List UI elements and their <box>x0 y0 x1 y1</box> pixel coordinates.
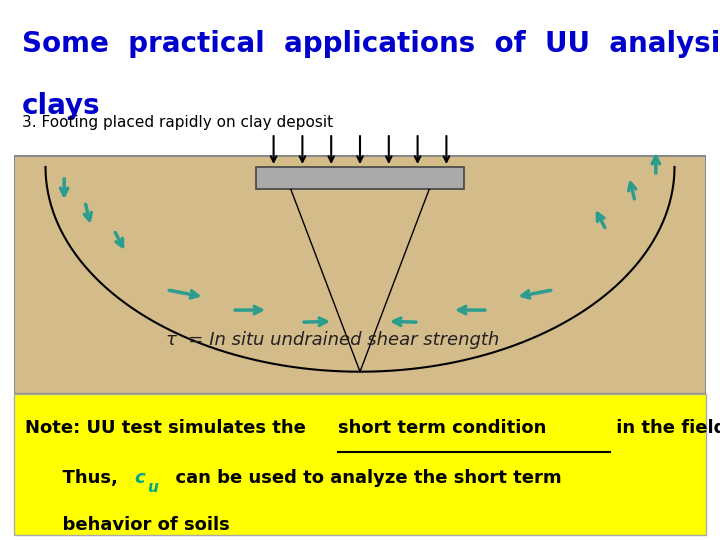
Text: can be used to analyze the short term: can be used to analyze the short term <box>163 469 562 487</box>
Bar <box>256 167 464 190</box>
Text: in the field.: in the field. <box>611 420 720 437</box>
Text: Some  practical  applications  of  UU  analysis  for: Some practical applications of UU analys… <box>22 30 720 58</box>
Text: Thus,: Thus, <box>24 469 130 487</box>
Text: clays: clays <box>22 92 100 120</box>
Text: c: c <box>135 469 145 487</box>
Text: 3. Footing placed rapidly on clay deposit: 3. Footing placed rapidly on clay deposi… <box>22 114 333 130</box>
Text: u: u <box>147 480 158 495</box>
Text: Note: UU test simulates the: Note: UU test simulates the <box>24 420 312 437</box>
Text: τ  = In situ undrained shear strength: τ = In situ undrained shear strength <box>166 330 500 349</box>
Text: behavior of soils: behavior of soils <box>24 516 230 535</box>
Bar <box>14 156 706 394</box>
Text: short term condition: short term condition <box>338 420 546 437</box>
